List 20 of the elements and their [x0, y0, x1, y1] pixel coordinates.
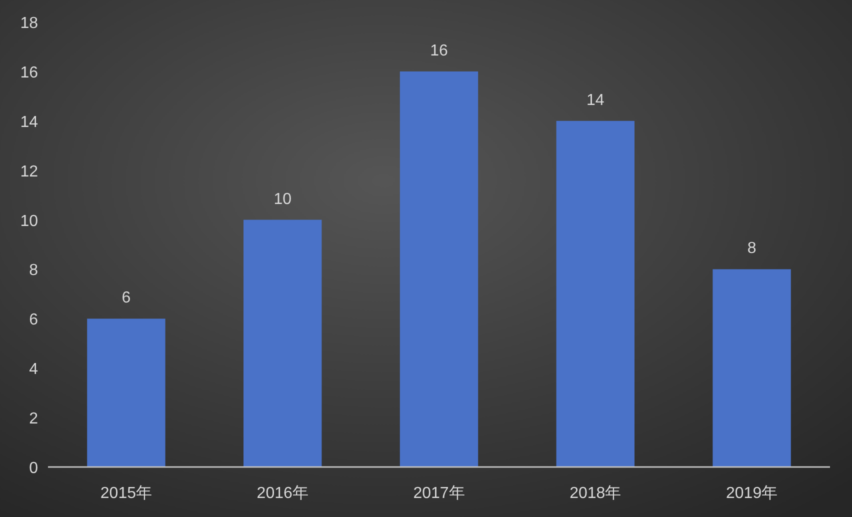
- x-tick-label: 2018年: [570, 485, 622, 502]
- data-label: 6: [122, 290, 131, 307]
- y-tick-label: 6: [29, 312, 38, 329]
- data-label: 14: [586, 92, 604, 109]
- y-tick-label: 14: [20, 114, 38, 131]
- y-tick-label: 18: [20, 15, 38, 32]
- x-tick-label: 2017年: [413, 485, 465, 502]
- y-tick-label: 0: [29, 460, 38, 477]
- y-tick-label: 12: [20, 163, 38, 180]
- data-label: 16: [430, 42, 448, 60]
- y-tick-label: 8: [29, 262, 38, 280]
- data-label: 8: [747, 240, 756, 258]
- y-tick-label: 2: [29, 410, 38, 428]
- y-tick-label: 10: [20, 212, 38, 230]
- x-tick-label: 2019年: [726, 485, 778, 502]
- y-tick-label: 4: [29, 361, 38, 378]
- x-tick-label: 2015年: [100, 485, 152, 502]
- data-label: 10: [274, 190, 292, 208]
- x-tick-label: 2016年: [256, 485, 308, 502]
- y-tick-label: 16: [20, 64, 38, 82]
